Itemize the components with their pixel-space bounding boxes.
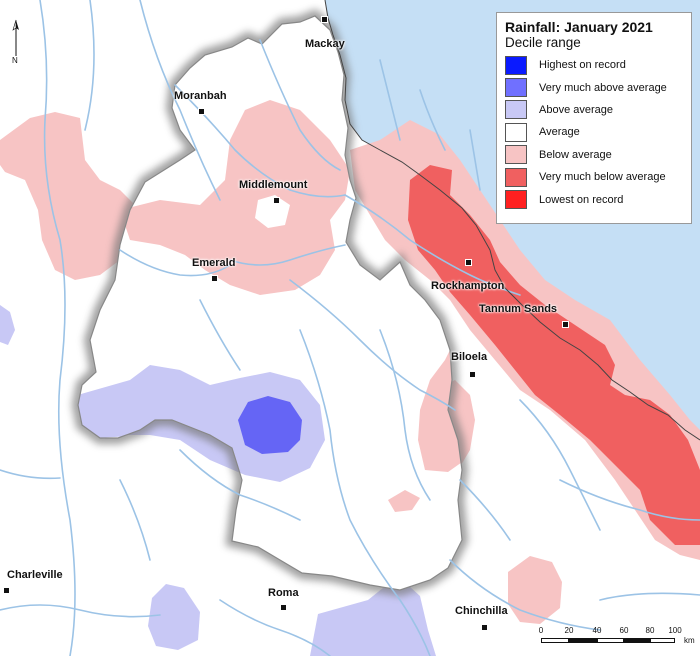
town-label-biloela: Biloela (451, 351, 488, 363)
scale-bar: 0 20 40 60 80 100 km (532, 626, 698, 652)
legend-swatch (505, 55, 527, 75)
town-marker-tannum-sands (562, 321, 569, 328)
legend-label: Highest on record (539, 59, 626, 72)
legend-item: Very much above average (505, 76, 683, 98)
scale-tick-40: 40 (592, 626, 602, 635)
town-marker-mackay (321, 16, 328, 23)
legend-swatch (505, 122, 527, 142)
legend-label: Lowest on record (539, 193, 624, 206)
scale-segment-2 (569, 638, 597, 643)
town-label-emerald: Emerald (192, 257, 236, 269)
scale-segment-5 (650, 638, 675, 643)
town-label-tannum-sands: Tannum Sands (479, 303, 558, 315)
legend-subtitle: Decile range (505, 35, 581, 50)
town-label-roma: Roma (268, 587, 299, 599)
legend-swatch (505, 100, 527, 120)
legend-item: Average (505, 121, 683, 143)
scale-segment-1 (541, 638, 569, 643)
legend-item: Above average (505, 99, 683, 121)
town-label-middlemount: Middlemount (239, 179, 308, 191)
town-label-chinchilla: Chinchilla (455, 605, 508, 617)
scale-segment-3 (597, 638, 624, 643)
north-arrow: N (6, 18, 26, 68)
legend-label: Below average (539, 148, 612, 161)
town-marker-chinchilla (481, 624, 488, 631)
scale-tick-80: 80 (645, 626, 655, 635)
legend-title: Rainfall: January 2021 (505, 19, 653, 35)
town-marker-middlemount (273, 197, 280, 204)
legend-label: Very much below average (539, 171, 666, 184)
legend-swatch (505, 190, 527, 210)
legend-item: Below average (505, 144, 683, 166)
scale-tick-20: 20 (564, 626, 574, 635)
legend-item: Very much below average (505, 166, 683, 188)
town-label-moranbah: Moranbah (174, 90, 227, 102)
town-marker-roma (280, 604, 287, 611)
town-marker-emerald (211, 275, 218, 282)
town-label-rockhampton: Rockhampton (431, 280, 505, 292)
town-marker-rockhampton (465, 259, 472, 266)
legend-item: Lowest on record (505, 188, 683, 210)
scale-tick-60: 60 (619, 626, 629, 635)
legend-swatch (505, 145, 527, 165)
very-much-above-patch (238, 396, 302, 454)
town-label-mackay: Mackay (305, 38, 345, 50)
legend-label: Very much above average (539, 81, 667, 94)
legend-item: Highest on record (505, 54, 683, 76)
town-label-charleville: Charleville (7, 569, 63, 581)
scale-tick-100: 100 (668, 626, 682, 635)
scale-segment-4 (624, 638, 650, 643)
legend: Rainfall: January 2021 Decile range High… (496, 12, 692, 224)
town-marker-moranbah (198, 108, 205, 115)
north-arrow-icon (12, 19, 19, 56)
town-marker-charleville (3, 587, 10, 594)
legend-label: Above average (539, 103, 613, 116)
legend-swatch (505, 78, 527, 98)
legend-label: Average (539, 126, 580, 139)
north-letter: N (12, 56, 18, 65)
scale-unit: km (684, 636, 695, 645)
town-marker-biloela (469, 371, 476, 378)
scale-tick-0: 0 (538, 626, 544, 635)
legend-swatch (505, 167, 527, 187)
